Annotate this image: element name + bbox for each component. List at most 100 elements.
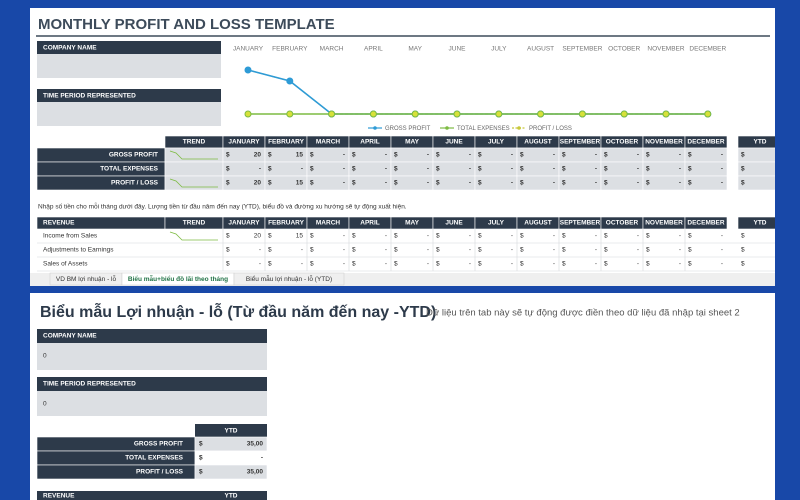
currency: $ (352, 166, 356, 173)
cell-value: - (343, 166, 345, 173)
currency: $ (520, 152, 524, 159)
cell-value: - (469, 166, 471, 173)
cell-value: - (553, 152, 555, 159)
currency: $ (394, 180, 398, 187)
currency: $ (478, 166, 482, 173)
currency: $ (688, 261, 692, 268)
header: JANUARY (228, 139, 260, 146)
currency: $ (226, 247, 230, 254)
currency: $ (520, 166, 524, 173)
header: MAY (405, 139, 420, 146)
header: JULY (488, 220, 505, 227)
cell-value: - (595, 166, 597, 173)
x-tick-label: MAY (408, 46, 422, 53)
cell-value: - (511, 261, 513, 268)
cell-value: - (553, 180, 555, 187)
currency: $ (268, 166, 272, 173)
cell-value: 20 (254, 152, 262, 159)
cell-value: - (301, 247, 303, 254)
header: TREND (183, 139, 206, 146)
currency: $ (741, 180, 745, 187)
cell-value: - (721, 247, 723, 254)
cell-value: - (595, 261, 597, 268)
cell-value: - (721, 152, 723, 159)
cell-value: - (721, 180, 723, 187)
x-tick-label: AUGUST (527, 46, 554, 53)
currency: $ (478, 261, 482, 268)
cell-value: - (511, 247, 513, 254)
input-cell (37, 102, 221, 126)
cell-value: - (343, 233, 345, 240)
currency: $ (562, 166, 566, 173)
header-cell (37, 377, 267, 391)
sheet-tab-label: Biểu mẫu+biểu đồ lãi theo tháng (128, 274, 228, 283)
sheet-tab-label: Biểu mẫu lợi nhuận - lỗ (YTD) (246, 274, 332, 283)
currency: $ (226, 152, 230, 159)
legend-marker (517, 126, 521, 130)
ytd-note: Dữ liệu trên tab này sẽ tự động được điề… (426, 308, 740, 319)
cell-value: - (385, 180, 387, 187)
cell-value: - (469, 180, 471, 187)
currency: $ (688, 247, 692, 254)
currency: $ (310, 180, 314, 187)
currency: $ (520, 233, 524, 240)
cell (164, 161, 224, 177)
x-tick-label: JANUARY (233, 46, 264, 53)
marker (662, 110, 670, 118)
cell-value: - (679, 166, 681, 173)
cell-value: 15 (296, 152, 304, 159)
header: DECEMBER (687, 139, 725, 146)
header-cell (37, 41, 221, 54)
input-cell (37, 343, 267, 370)
marker (495, 110, 503, 118)
currency: $ (741, 261, 745, 268)
currency: $ (604, 152, 608, 159)
row-label: PROFIT / LOSS (136, 469, 184, 476)
cell-value: - (343, 152, 345, 159)
currency: $ (226, 180, 230, 187)
ytd-header: YTD (225, 428, 238, 435)
marker (704, 110, 712, 118)
header: SEPTEMBER (560, 220, 601, 227)
header: JUNE (445, 220, 463, 227)
currency: $ (436, 180, 440, 187)
cell-value: - (553, 233, 555, 240)
header: AUGUST (524, 139, 551, 146)
x-tick-label: JUNE (449, 46, 467, 53)
header: TREND (183, 220, 206, 227)
currency: $ (478, 152, 482, 159)
x-tick-label: OCTOBER (608, 46, 640, 53)
currency: $ (646, 166, 650, 173)
sparkline (169, 231, 218, 241)
header: AUGUST (524, 220, 551, 227)
currency: $ (478, 247, 482, 254)
cell-value: - (721, 166, 723, 173)
sparkline (169, 150, 218, 160)
currency: $ (562, 152, 566, 159)
cell (737, 175, 775, 191)
x-tick-label: SEPTEMBER (562, 46, 602, 53)
sheet-title: MONTHLY PROFIT AND LOSS TEMPLATE (38, 16, 335, 33)
header: FEBRUARY (268, 220, 305, 227)
currency: $ (520, 180, 524, 187)
sheet-tab[interactable] (233, 272, 345, 286)
currency: $ (436, 261, 440, 268)
row-label: Income from Sales (43, 233, 98, 240)
cell (684, 216, 728, 230)
currency: $ (741, 152, 745, 159)
currency: $ (268, 247, 272, 254)
currency: $ (646, 247, 650, 254)
currency: $ (352, 233, 356, 240)
cell-value: - (469, 152, 471, 159)
header: REVENUE (43, 220, 75, 227)
header: MARCH (316, 220, 340, 227)
x-tick-label: FEBRUARY (272, 46, 308, 53)
period-label: TIME PERIOD REPRESENTED (43, 381, 136, 388)
cell-value: - (679, 233, 681, 240)
marker (537, 110, 545, 118)
top-sheet: MONTHLY PROFIT AND LOSS TEMPLATE COMPANY… (30, 16, 775, 286)
cell-value: - (595, 152, 597, 159)
legend-label: TOTAL EXPENSES (457, 126, 510, 132)
